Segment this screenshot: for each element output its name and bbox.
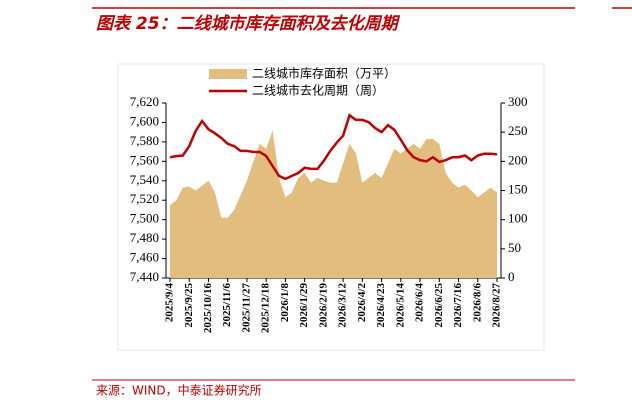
source: 来源：WIND，中泰证券研究所 [96, 383, 262, 398]
x-tick-label: 2025/9/4 [164, 283, 176, 323]
x-tick-label: 2026/8/6 [471, 283, 483, 323]
y2-tick-label: 250 [508, 123, 528, 138]
legend-label: 二线城市去化周期（周） [252, 83, 384, 98]
y-tick-label: 7,620 [130, 94, 159, 109]
plot-frame [117, 63, 545, 351]
line [169, 113, 498, 181]
legend-swatch [209, 69, 247, 79]
x-tick-label: 2025/11/6 [221, 283, 233, 328]
x-tick-label: 2025/12/18 [260, 283, 272, 334]
x-tick-label: 2026/1/29 [298, 283, 310, 328]
y-tick-label: 7,480 [130, 230, 159, 245]
area [170, 130, 497, 278]
legend-label: 二线城市库存面积（万平） [252, 66, 396, 81]
y-tick-label: 7,500 [130, 211, 159, 226]
y2-tick-label: 100 [508, 211, 528, 226]
y2-tick-label: 50 [508, 240, 521, 255]
x-tick-label: 2026/1/8 [279, 283, 291, 323]
y2-tick-label: 0 [508, 269, 515, 284]
y-tick-label: 7,540 [130, 172, 159, 187]
y-tick-label: 7,520 [130, 191, 159, 206]
y-tick-label: 7,580 [130, 133, 159, 148]
x-tick-label: 2026/6/25 [433, 283, 445, 328]
chart-title: 图表 25：二线城市库存面积及去化周期 [96, 14, 401, 34]
x-tick-label: 2026/4/23 [375, 283, 387, 328]
x-tick-label: 2026/8/27 [491, 283, 503, 328]
y-tick-label: 7,560 [130, 152, 159, 167]
y2-tick-label: 200 [508, 152, 528, 167]
x-tick-label: 2026/3/12 [337, 283, 349, 328]
y2-tick-label: 150 [508, 181, 528, 196]
y-tick-label: 7,600 [130, 113, 159, 128]
x-tick-label: 2026/2/19 [317, 283, 329, 328]
x-tick-label: 2025/11/27 [240, 283, 252, 333]
y-tick-label: 7,440 [130, 269, 159, 284]
x-tick-label: 2026/5/14 [394, 283, 406, 328]
x-tick-label: 2026/7/16 [452, 283, 464, 328]
y2-tick-label: 300 [508, 94, 528, 109]
x-tick-label: 2025/10/16 [202, 283, 214, 334]
x-tick-label: 2026/6/4 [414, 283, 426, 323]
x-tick-label: 2025/9/25 [183, 283, 195, 328]
x-tick-label: 2026/4/2 [356, 283, 368, 323]
y-tick-label: 7,460 [130, 250, 159, 265]
